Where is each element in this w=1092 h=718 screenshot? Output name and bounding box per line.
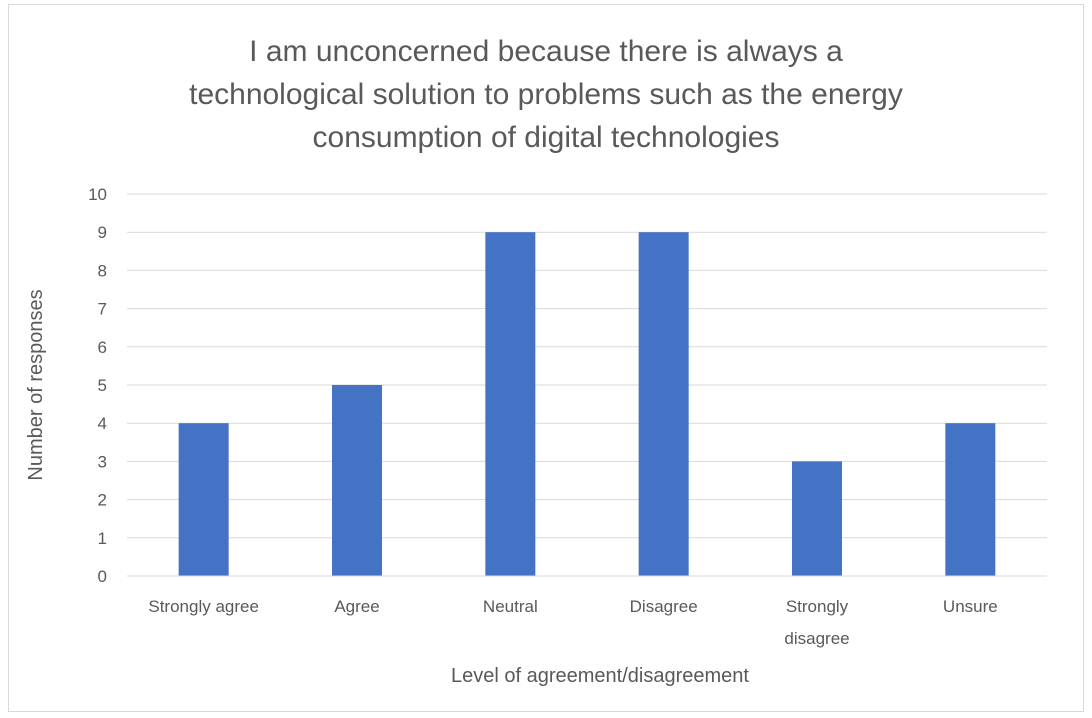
y-tick-label: 5 [98,376,107,395]
gridlines [127,193,1047,539]
bar [638,232,689,576]
chart-frame [8,4,1084,712]
chart-title-line-1: I am unconcerned because there is always… [249,35,843,68]
y-tick-label: 7 [98,300,107,319]
chart-title-line-3: consumption of digital technologies [313,121,780,154]
x-tick-label: Agree [334,597,379,616]
y-tick-label: 8 [98,261,107,280]
y-tick-label: 2 [98,491,107,510]
y-tick-label: 9 [98,223,107,242]
bar [485,232,536,576]
bars [178,232,996,576]
x-tick-label: Unsure [943,597,998,616]
y-tick-label: 6 [98,338,107,357]
bar [792,461,842,576]
x-tick-label: Neutral [483,597,538,616]
y-axis-title: Number of responses [25,289,47,480]
chart-title: I am unconcerned because there is always… [189,35,903,154]
x-tick-label: Strongly [786,597,849,616]
chart-title-line-2: technological solution to problems such … [189,78,903,111]
bar [178,423,229,576]
x-tick-label: Disagree [630,597,698,616]
y-tick-label: 3 [98,452,107,471]
x-axis-tick-labels: Strongly agree Agree Neutral Disagree Strong… [148,597,997,648]
y-tick-label: 4 [98,414,107,433]
bar [945,423,996,576]
bar [332,385,382,576]
y-tick-label: 1 [98,529,107,548]
y-tick-label: 0 [98,567,107,586]
y-axis-tick-labels: 0 1 2 3 4 5 6 7 8 9 10 [88,185,107,586]
x-tick-label: Strongly agree [148,597,259,616]
x-axis-title: Level of agreement/disagreement [451,665,749,687]
x-tick-label: disagree [784,629,849,648]
y-tick-label: 10 [88,185,107,204]
